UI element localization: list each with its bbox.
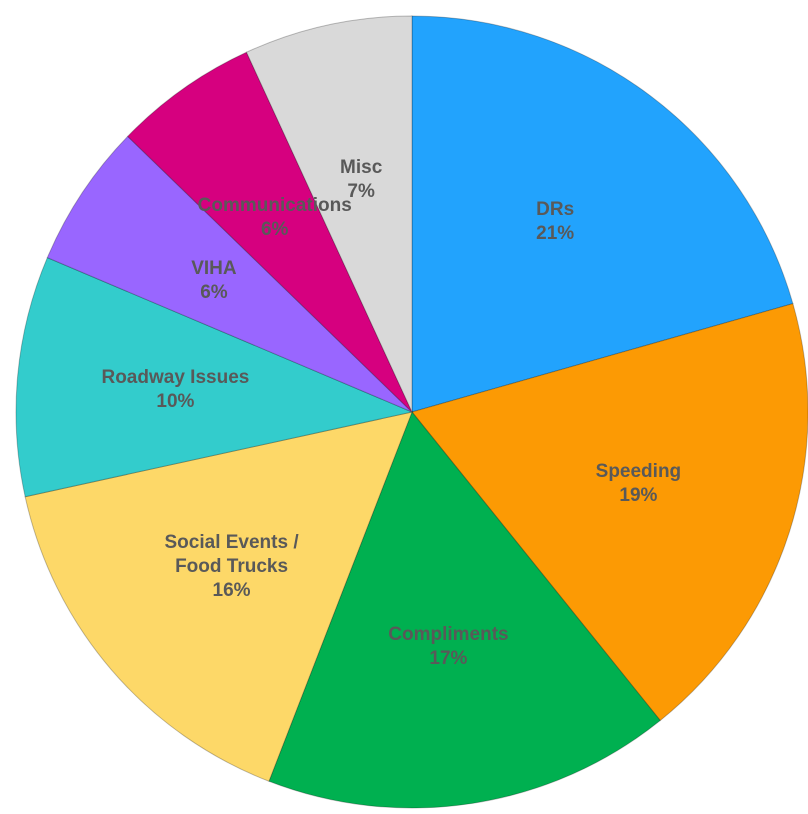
- pie-slice: [46, 135, 413, 413]
- slice-label: DRs 21%: [536, 198, 574, 246]
- slice-percent: 16%: [212, 579, 251, 601]
- slice-percent: 17%: [429, 647, 468, 669]
- slice-percent: 6%: [260, 219, 289, 241]
- slice-name: DRs: [536, 199, 575, 221]
- pie-slice: [245, 15, 413, 413]
- slice-percent: 19%: [619, 485, 658, 507]
- slice-label: Roadway Issues 10%: [101, 366, 249, 414]
- slice-name: Roadway Issues: [101, 367, 250, 389]
- slice-name: Compliments: [388, 623, 509, 645]
- slice-label: VIHA 6%: [191, 257, 236, 305]
- pie-slice: [411, 15, 794, 413]
- slice-percent: 7%: [347, 180, 375, 202]
- slice-percent: 21%: [536, 223, 575, 245]
- pie-slice: [268, 411, 661, 809]
- slice-name: VIHA: [191, 257, 237, 279]
- pie-slice: [411, 303, 808, 722]
- slice-name: Speeding: [595, 461, 682, 483]
- slice-label: Social Events / Food Trucks 16%: [144, 531, 319, 603]
- slice-label: Speeding 19%: [596, 460, 682, 508]
- pie-slice: [15, 256, 414, 498]
- slice-percent: 6%: [200, 281, 228, 303]
- slice-label: Compliments 17%: [388, 623, 508, 671]
- pie-slice: [24, 411, 413, 782]
- pie-slice: [126, 51, 413, 413]
- slice-name: Communications: [197, 195, 352, 217]
- slice-label: Communications 6%: [198, 194, 352, 242]
- slice-percent: 10%: [156, 391, 195, 413]
- slice-name: Social Events / Food Trucks: [164, 531, 299, 577]
- slice-label: Misc 7%: [340, 156, 382, 204]
- slice-name: Misc: [340, 156, 383, 178]
